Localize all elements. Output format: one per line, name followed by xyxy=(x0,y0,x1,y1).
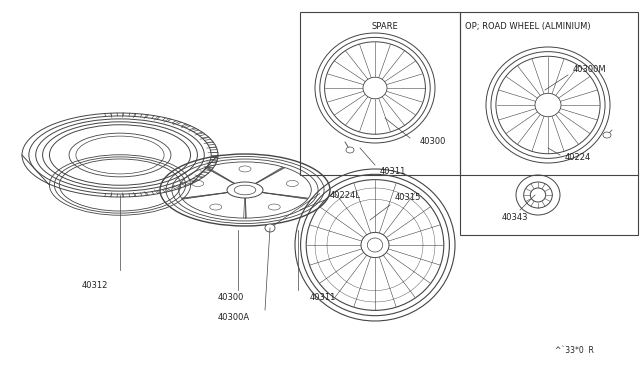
Text: 40300: 40300 xyxy=(218,294,244,302)
Text: 40300A: 40300A xyxy=(218,314,250,323)
Ellipse shape xyxy=(603,132,611,138)
Text: 40300: 40300 xyxy=(420,138,446,147)
Text: ^`33*0  R: ^`33*0 R xyxy=(555,346,594,355)
Text: 40224: 40224 xyxy=(565,154,591,163)
Ellipse shape xyxy=(265,224,275,232)
Text: 40311: 40311 xyxy=(380,167,406,176)
Ellipse shape xyxy=(227,182,263,198)
Text: 40343: 40343 xyxy=(502,214,529,222)
Bar xyxy=(300,12,460,175)
Ellipse shape xyxy=(361,232,389,257)
Text: SPARE: SPARE xyxy=(372,22,398,31)
Text: 40311: 40311 xyxy=(310,294,337,302)
Text: 40312: 40312 xyxy=(82,280,108,289)
Text: OP; ROAD WHEEL (ALMINIUM): OP; ROAD WHEEL (ALMINIUM) xyxy=(465,22,591,31)
Ellipse shape xyxy=(363,77,387,99)
Text: 40224L: 40224L xyxy=(330,190,361,199)
Text: 40300M: 40300M xyxy=(573,65,607,74)
Ellipse shape xyxy=(535,93,561,117)
Bar xyxy=(460,12,638,235)
Ellipse shape xyxy=(346,147,354,153)
Text: 40315: 40315 xyxy=(395,193,421,202)
